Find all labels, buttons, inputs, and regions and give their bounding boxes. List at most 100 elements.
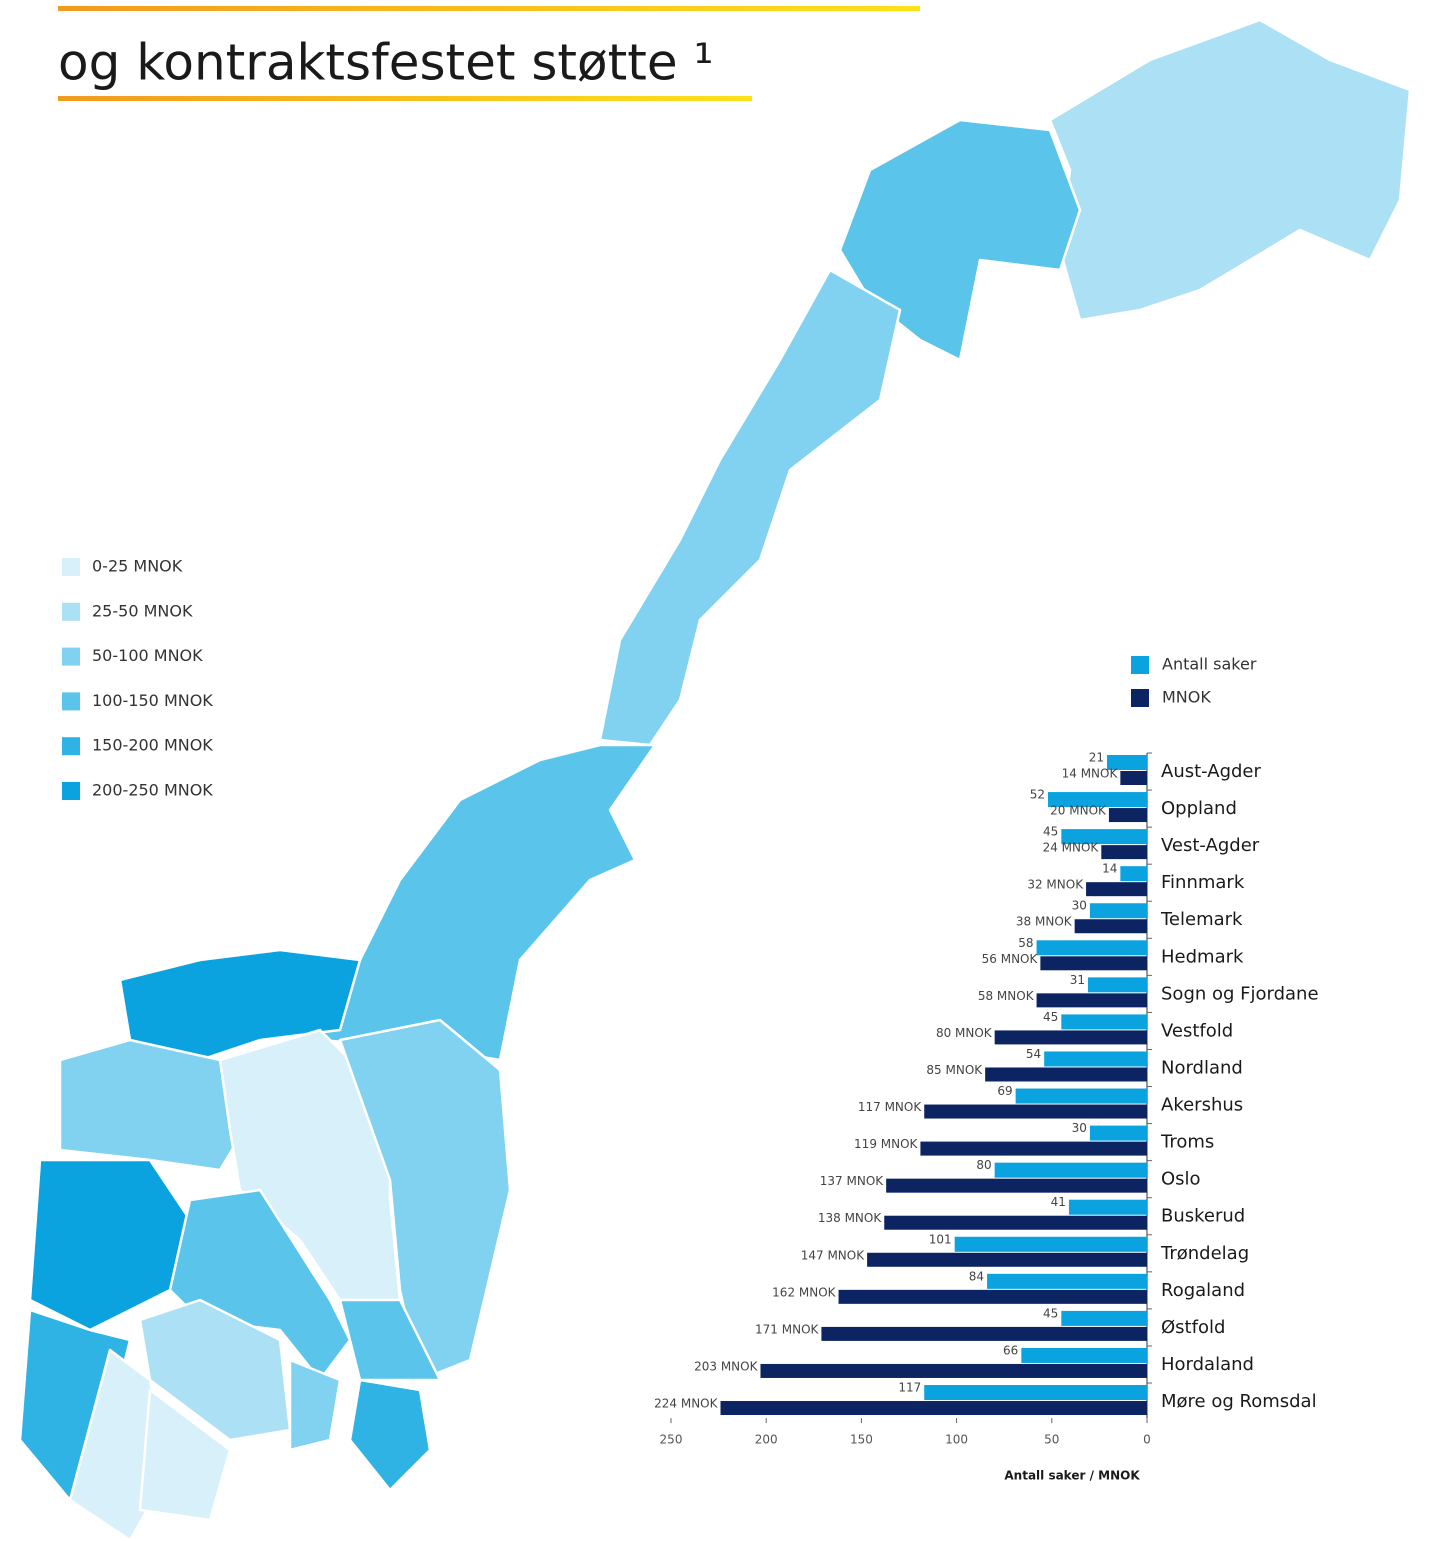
y-tick-label: Troms — [1160, 1132, 1214, 1153]
bar — [1037, 993, 1147, 1007]
value-label: 41 — [1051, 1195, 1066, 1209]
y-tick-label: Hordaland — [1161, 1354, 1254, 1375]
y-tick-label: Sogn og Fjordane — [1161, 983, 1319, 1004]
bar — [1086, 882, 1147, 896]
y-tick-label: Telemark — [1160, 909, 1243, 930]
bar — [1037, 940, 1147, 955]
y-tick-label: Vestfold — [1161, 1020, 1233, 1041]
value-label: 45 — [1043, 825, 1058, 839]
map-region — [30, 1160, 190, 1330]
x-tick-label: 100 — [945, 1433, 968, 1447]
bar — [1120, 771, 1147, 785]
bar — [1069, 1200, 1147, 1215]
x-tick-label: 250 — [660, 1433, 683, 1447]
bar — [1021, 1348, 1147, 1363]
legend-swatch — [62, 648, 80, 666]
value-label: 38 MNOK — [1016, 915, 1073, 929]
y-tick-label: Hedmark — [1161, 946, 1244, 967]
legend-label: 200-250 MNOK — [92, 781, 213, 800]
value-label: 119 MNOK — [854, 1137, 918, 1151]
map-region — [600, 270, 900, 745]
y-tick-label: Østfold — [1161, 1317, 1225, 1338]
y-tick-label: Buskerud — [1161, 1206, 1245, 1227]
x-axis-title: Antall saker / MNOK — [1004, 1469, 1140, 1483]
value-label: 117 MNOK — [858, 1100, 922, 1114]
y-tick-label: Møre og Romsdal — [1161, 1391, 1317, 1412]
bar — [884, 1216, 1147, 1230]
y-tick-label: Oppland — [1161, 798, 1237, 819]
map-region — [350, 1380, 430, 1490]
page: og kontraktsfestet støtte ¹ 0-25 MNOK 25-… — [0, 0, 1446, 1541]
value-label: 45 — [1043, 1306, 1058, 1320]
map-region — [290, 1360, 340, 1450]
value-label: 203 MNOK — [694, 1359, 758, 1373]
legend-label: 150-200 MNOK — [92, 736, 213, 755]
value-label: 80 — [976, 1158, 991, 1172]
bar — [886, 1179, 1147, 1193]
bar — [721, 1401, 1147, 1415]
legend-label: 25-50 MNOK — [92, 601, 193, 620]
bar — [1061, 1014, 1147, 1029]
bar — [1088, 977, 1147, 992]
legend-swatch — [62, 603, 80, 621]
value-label: 58 — [1018, 936, 1033, 950]
legend-label: 0-25 MNOK — [92, 557, 183, 576]
value-label: 58 MNOK — [978, 989, 1035, 1003]
map-region — [320, 745, 655, 1060]
y-tick-label: Rogaland — [1161, 1280, 1245, 1301]
legend-swatch — [62, 558, 80, 576]
bar — [995, 1030, 1147, 1044]
value-label: 54 — [1026, 1047, 1041, 1061]
value-label: 56 MNOK — [982, 952, 1039, 966]
bar — [1040, 956, 1147, 970]
value-label: 69 — [997, 1084, 1012, 1098]
value-label: 80 MNOK — [936, 1026, 993, 1040]
map-region — [1050, 20, 1410, 320]
bar — [1061, 1311, 1147, 1326]
y-tick-label: Vest-Agder — [1161, 835, 1260, 856]
bar — [924, 1385, 1147, 1400]
bar — [924, 1105, 1147, 1119]
title-underline — [58, 96, 752, 101]
x-tick-label: 200 — [755, 1433, 778, 1447]
value-label: 101 — [929, 1232, 952, 1246]
bar — [987, 1274, 1147, 1289]
y-tick-label: Finnmark — [1161, 872, 1245, 893]
legend-label: MNOK — [1162, 688, 1211, 707]
bar — [1090, 1126, 1147, 1141]
y-tick-label: Oslo — [1161, 1169, 1201, 1190]
bar — [839, 1290, 1147, 1304]
bar — [821, 1327, 1147, 1341]
title: og kontraktsfestet støtte ¹ — [58, 34, 714, 92]
value-label: 66 — [1003, 1343, 1018, 1357]
value-label: 224 MNOK — [654, 1397, 718, 1411]
value-label: 137 MNOK — [820, 1174, 884, 1188]
value-label: 32 MNOK — [1027, 878, 1084, 892]
title-underline — [58, 6, 920, 11]
legend-label: 50-100 MNOK — [92, 646, 203, 665]
bar — [1120, 866, 1147, 881]
value-label: 85 MNOK — [926, 1063, 983, 1077]
bar — [1075, 919, 1147, 933]
bar — [867, 1253, 1147, 1267]
value-label: 171 MNOK — [755, 1322, 819, 1336]
bar — [995, 1163, 1147, 1178]
legend-swatch — [1131, 689, 1149, 707]
bar — [1101, 845, 1147, 859]
legend-label: 100-150 MNOK — [92, 691, 213, 710]
value-label: 52 — [1030, 788, 1045, 802]
bar — [1109, 808, 1147, 822]
y-tick-label: Aust-Agder — [1161, 761, 1261, 782]
value-label: 21 — [1089, 751, 1104, 765]
value-label: 117 — [898, 1381, 921, 1395]
y-tick-label: Trøndelag — [1160, 1243, 1249, 1264]
bar — [760, 1364, 1147, 1378]
value-label: 31 — [1070, 973, 1085, 987]
bar — [1016, 1089, 1147, 1104]
x-tick-label: 50 — [1044, 1433, 1059, 1447]
legend-swatch — [62, 737, 80, 755]
bar — [985, 1067, 1147, 1081]
value-label: 14 — [1102, 862, 1117, 876]
bar — [1090, 903, 1147, 918]
value-label: 45 — [1043, 1010, 1058, 1024]
